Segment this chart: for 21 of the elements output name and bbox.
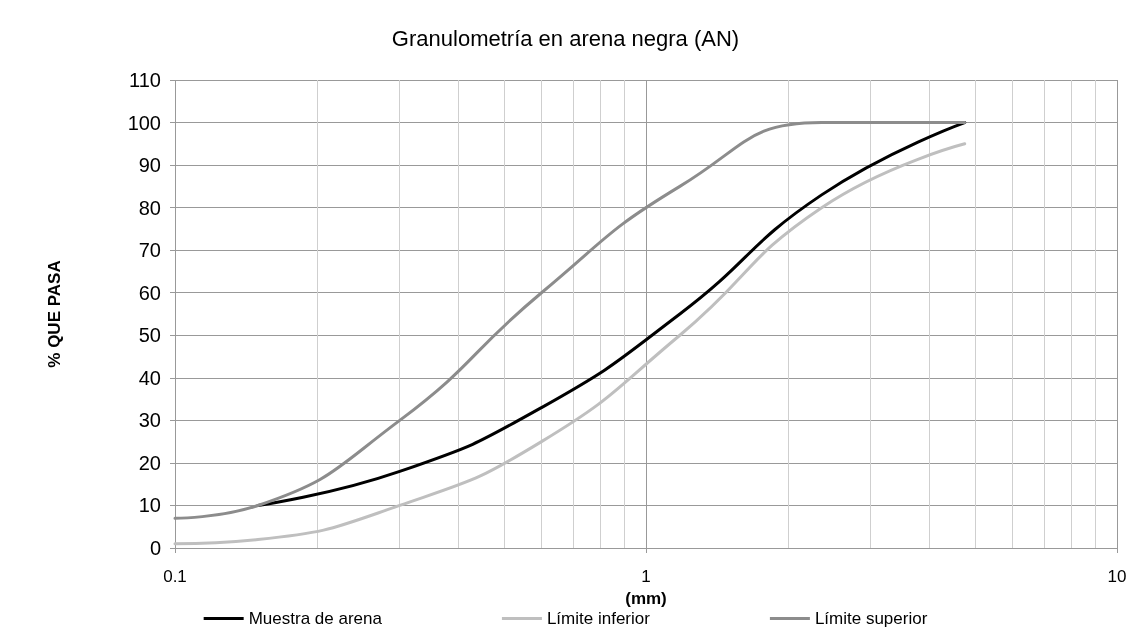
y-tick-label: 90 xyxy=(138,154,161,177)
legend-label: Límite superior xyxy=(814,609,928,628)
y-tick-label: 20 xyxy=(138,451,161,474)
x-tick-label: 0.1 xyxy=(163,567,187,586)
y-tick-label: 110 xyxy=(129,69,161,91)
y-tick-label: 50 xyxy=(138,324,161,347)
x-axis-title: (mm) xyxy=(625,588,667,608)
legend-label: Límite inferior xyxy=(546,609,651,628)
legend-label: Muestra de arena xyxy=(248,609,383,628)
x-tick-label: 10 xyxy=(1107,567,1127,586)
y-tick-label: 100 xyxy=(127,111,161,134)
y-axis-title: % QUE PASA xyxy=(45,260,64,368)
y-tick-label: 10 xyxy=(138,494,161,517)
y-tick-label: 80 xyxy=(138,196,161,219)
chart-title: Granulometría en arena negra (AN) xyxy=(391,25,740,51)
y-tick-label: 0 xyxy=(149,537,161,559)
y-tick-label: 60 xyxy=(138,281,161,304)
y-tick-label: 40 xyxy=(138,366,161,389)
x-tick-label: 1 xyxy=(641,567,651,586)
y-tick-label: 30 xyxy=(138,409,161,432)
y-tick-label: 70 xyxy=(138,239,161,262)
